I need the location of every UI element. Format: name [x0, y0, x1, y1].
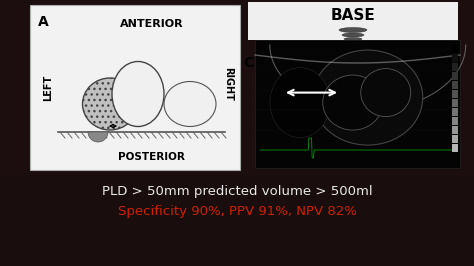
Bar	[452, 99, 458, 107]
Text: RIGHT: RIGHT	[223, 67, 233, 101]
Bar	[452, 63, 458, 71]
Text: PLD > 50mm predicted volume > 500ml: PLD > 50mm predicted volume > 500ml	[102, 185, 372, 198]
Bar	[452, 72, 458, 80]
Bar	[248, 2, 458, 40]
Bar	[452, 81, 458, 89]
Ellipse shape	[344, 38, 362, 40]
Ellipse shape	[270, 68, 330, 138]
Ellipse shape	[313, 50, 423, 145]
Bar	[255, 40, 460, 168]
Bar	[452, 90, 458, 98]
Text: ANTERIOR: ANTERIOR	[120, 19, 183, 29]
Bar	[30, 5, 240, 170]
Wedge shape	[88, 132, 108, 142]
Ellipse shape	[339, 27, 367, 32]
Bar	[452, 54, 458, 62]
Text: C: C	[243, 56, 253, 70]
Text: LEFT: LEFT	[43, 74, 53, 101]
Bar	[452, 135, 458, 143]
Bar	[452, 126, 458, 134]
Bar	[452, 45, 458, 53]
Ellipse shape	[361, 69, 411, 117]
Text: POSTERIOR: POSTERIOR	[118, 152, 185, 162]
Bar	[0, 0, 474, 175]
Bar	[452, 144, 458, 152]
Ellipse shape	[342, 33, 364, 37]
Bar	[452, 117, 458, 125]
Ellipse shape	[112, 61, 164, 127]
Text: A: A	[38, 15, 49, 29]
Bar	[452, 108, 458, 116]
Ellipse shape	[164, 81, 216, 127]
Ellipse shape	[323, 75, 383, 130]
Text: BASE: BASE	[331, 8, 375, 23]
Text: Specificity 90%, PPV 91%, NPV 82%: Specificity 90%, PPV 91%, NPV 82%	[118, 205, 356, 218]
Ellipse shape	[82, 78, 137, 130]
